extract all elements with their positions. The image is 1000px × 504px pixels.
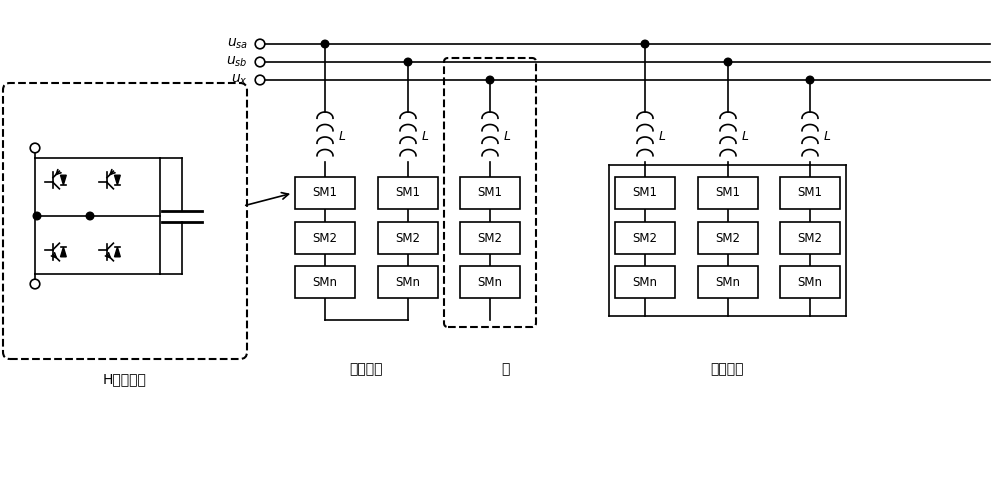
Bar xyxy=(378,177,438,209)
Text: SM2: SM2 xyxy=(716,231,740,244)
Text: SM1: SM1 xyxy=(478,186,503,200)
Text: 链: 链 xyxy=(501,362,509,376)
Text: $L$: $L$ xyxy=(658,131,666,144)
Text: SM2: SM2 xyxy=(798,231,822,244)
Bar xyxy=(460,177,520,209)
Bar xyxy=(698,222,758,254)
Text: $L$: $L$ xyxy=(421,131,429,144)
Polygon shape xyxy=(61,247,66,257)
Polygon shape xyxy=(61,175,66,185)
Text: SM2: SM2 xyxy=(396,231,420,244)
Bar xyxy=(780,177,840,209)
Circle shape xyxy=(641,40,649,48)
Bar xyxy=(460,222,520,254)
Circle shape xyxy=(486,76,494,84)
Bar xyxy=(615,177,675,209)
Polygon shape xyxy=(115,175,120,185)
Text: SM2: SM2 xyxy=(478,231,503,244)
Bar xyxy=(295,222,355,254)
Bar xyxy=(780,266,840,298)
Bar xyxy=(615,222,675,254)
Polygon shape xyxy=(115,247,120,257)
Text: $u_{sb}$: $u_{sb}$ xyxy=(226,55,248,69)
Text: H桥子模块: H桥子模块 xyxy=(103,372,147,386)
Text: SMn: SMn xyxy=(478,276,503,288)
Bar xyxy=(615,266,675,298)
Circle shape xyxy=(404,58,412,66)
Text: SMn: SMn xyxy=(396,276,420,288)
Circle shape xyxy=(86,212,94,220)
Text: SMn: SMn xyxy=(633,276,658,288)
Text: SM2: SM2 xyxy=(312,231,338,244)
Circle shape xyxy=(30,279,40,289)
Text: $L$: $L$ xyxy=(741,131,749,144)
Text: 角型拓扑: 角型拓扑 xyxy=(711,362,744,376)
Circle shape xyxy=(255,39,265,49)
Text: $L$: $L$ xyxy=(823,131,831,144)
Bar xyxy=(295,266,355,298)
Circle shape xyxy=(724,58,732,66)
Text: SM1: SM1 xyxy=(312,186,338,200)
Text: SM1: SM1 xyxy=(633,186,658,200)
Bar xyxy=(780,222,840,254)
Circle shape xyxy=(255,75,265,85)
Text: SM1: SM1 xyxy=(716,186,740,200)
Bar xyxy=(378,222,438,254)
Bar xyxy=(698,266,758,298)
Text: 星型拓扑: 星型拓扑 xyxy=(350,362,383,376)
Circle shape xyxy=(33,212,41,220)
Bar xyxy=(378,266,438,298)
Text: $L$: $L$ xyxy=(338,131,346,144)
Circle shape xyxy=(30,143,40,153)
Circle shape xyxy=(806,76,814,84)
Text: SM1: SM1 xyxy=(396,186,420,200)
Bar xyxy=(698,177,758,209)
Text: $u_{sa}$: $u_{sa}$ xyxy=(227,37,248,51)
Text: $L$: $L$ xyxy=(503,131,511,144)
Text: SMn: SMn xyxy=(716,276,740,288)
Circle shape xyxy=(255,57,265,67)
Circle shape xyxy=(321,40,329,48)
Bar xyxy=(295,177,355,209)
Text: SMn: SMn xyxy=(798,276,822,288)
Text: SMn: SMn xyxy=(312,276,338,288)
Bar xyxy=(460,266,520,298)
Text: $u_{x}$: $u_{x}$ xyxy=(231,73,248,87)
Text: SM2: SM2 xyxy=(633,231,658,244)
Text: SM1: SM1 xyxy=(798,186,822,200)
